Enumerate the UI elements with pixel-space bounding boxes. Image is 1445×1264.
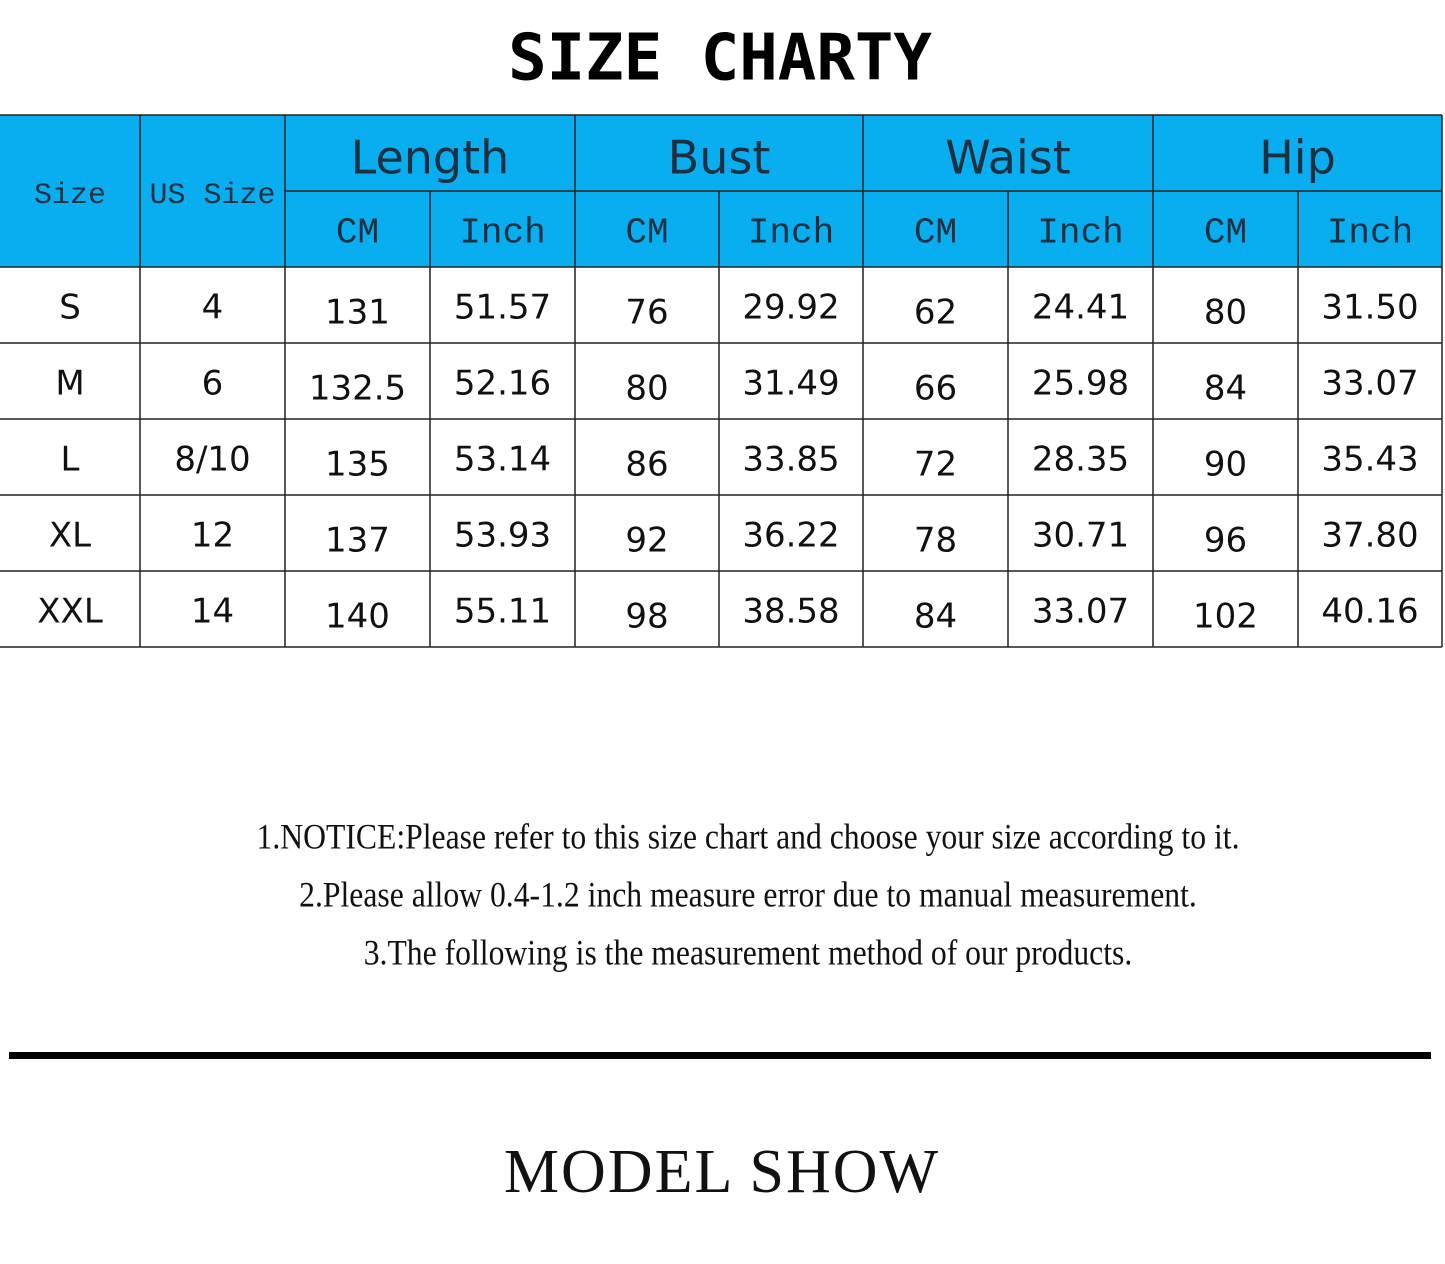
table-cell: 86: [625, 445, 668, 485]
table-cell: 80: [625, 369, 668, 409]
unit-header: Inch: [748, 213, 834, 254]
table-cell: 8/10: [174, 440, 250, 480]
table-cell: 33.85: [742, 440, 839, 480]
table-cell: 30.71: [1032, 516, 1129, 556]
unit-header: CM: [1204, 213, 1247, 254]
unit-header: CM: [336, 213, 379, 254]
table-cell: 96: [1204, 521, 1247, 561]
table-cell: 25.98: [1032, 364, 1129, 404]
table-cell: 51.57: [454, 288, 551, 328]
table-cell: 80: [1204, 293, 1247, 333]
table-cell: 12: [191, 516, 234, 556]
table-cell: 37.80: [1321, 516, 1418, 556]
notice-line: 3.The following is the measurement metho…: [364, 933, 1133, 972]
table-cell: XL: [49, 516, 91, 556]
table-cell: 72: [914, 445, 957, 485]
table-cell: 102: [1193, 597, 1258, 637]
table-cell: S: [59, 288, 81, 328]
unit-header: Inch: [459, 213, 545, 254]
table-cell: 53.14: [454, 440, 551, 480]
unit-header: Inch: [1327, 213, 1413, 254]
table-cell: M: [55, 364, 84, 404]
table-cell: 29.92: [742, 288, 839, 328]
table-cell: 14: [191, 592, 234, 632]
table-cell: 31.49: [742, 364, 839, 404]
table-cell: 4: [202, 288, 224, 328]
column-header: Size: [34, 179, 106, 213]
unit-header: CM: [914, 213, 957, 254]
table-cell: 31.50: [1321, 288, 1418, 328]
table-cell: 90: [1204, 445, 1247, 485]
table-cell: 40.16: [1321, 592, 1418, 632]
divider: [9, 1052, 1431, 1059]
table-cell: 33.07: [1032, 592, 1129, 632]
group-header: Length: [351, 131, 510, 185]
table-cell: 38.58: [742, 592, 839, 632]
notice-line: 2.Please allow 0.4-1.2 inch measure erro…: [299, 875, 1197, 914]
table-cell: 35.43: [1321, 440, 1418, 480]
table-cell: 137: [325, 521, 390, 561]
table-cell: 66: [914, 369, 957, 409]
table-cell: 62: [914, 293, 957, 333]
page-title: SIZE CHARTY: [508, 22, 932, 96]
table-cell: 140: [325, 597, 390, 637]
unit-header: CM: [625, 213, 668, 254]
table-cell: 33.07: [1321, 364, 1418, 404]
table-cell: 36.22: [742, 516, 839, 556]
table-cell: 24.41: [1032, 288, 1129, 328]
table-cell: 55.11: [454, 592, 551, 632]
group-header: Waist: [945, 131, 1071, 185]
table-cell: 84: [914, 597, 957, 637]
table-cell: 84: [1204, 369, 1247, 409]
table-cell: 78: [914, 521, 957, 561]
section-title: MODEL SHOW: [504, 1138, 940, 1206]
table-cell: 135: [325, 445, 390, 485]
group-header: Bust: [668, 131, 771, 185]
unit-header: Inch: [1037, 213, 1123, 254]
table-cell: XXL: [37, 592, 103, 632]
table-cell: 28.35: [1032, 440, 1129, 480]
table-cell: 132.5: [309, 369, 406, 409]
table-cell: 6: [202, 364, 224, 404]
table-cell: 53.93: [454, 516, 551, 556]
column-header: US Size: [149, 179, 275, 213]
table-cell: 98: [625, 597, 668, 637]
group-header: Hip: [1259, 131, 1336, 185]
notice-line: 1.NOTICE:Please refer to this size chart…: [257, 817, 1240, 856]
table-cell: 131: [325, 293, 390, 333]
table-cell: 52.16: [454, 364, 551, 404]
table-cell: 92: [625, 521, 668, 561]
table-cell: 76: [625, 293, 668, 333]
table-cell: L: [61, 440, 80, 480]
